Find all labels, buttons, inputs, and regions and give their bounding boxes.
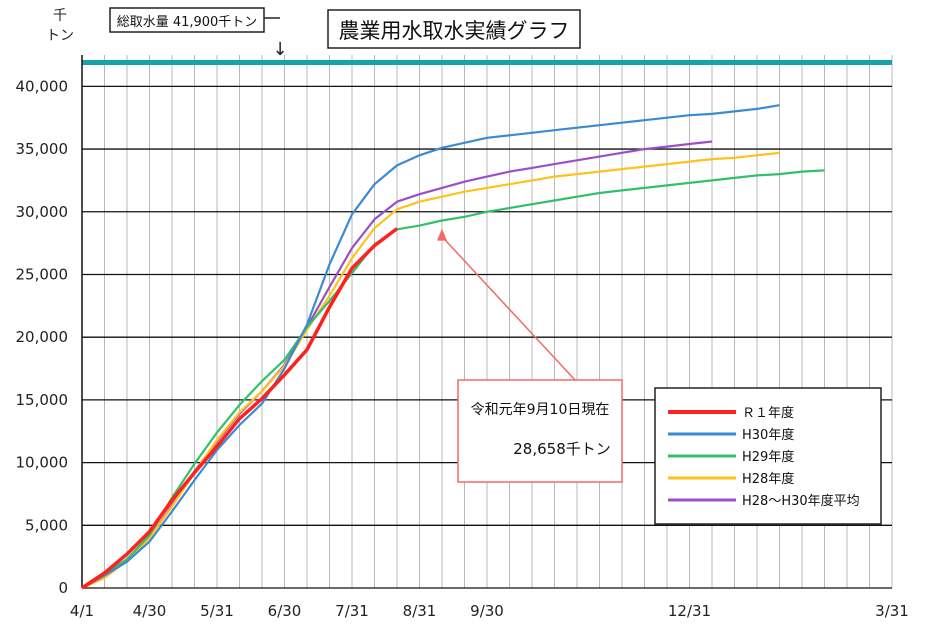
y-tick-label: 20,000 (16, 328, 69, 346)
series-lines (81, 104, 825, 590)
x-tick-label: 8/31 (403, 602, 437, 620)
annotation-arrowhead (437, 228, 447, 241)
total-arrow: ↓ (272, 39, 287, 60)
total-box (109, 7, 265, 33)
chart-title: 農業用水取水実績グラフ (339, 19, 570, 43)
y-tick-label: 0 (58, 579, 68, 597)
y-axis: 0 5,000 10,000 15,000 20,000 25,000 30,000 35,0… (16, 55, 83, 597)
x-tick-label: 7/31 (335, 602, 369, 620)
series-line-0 (81, 227, 399, 590)
annotation-arrow (441, 236, 576, 381)
x-tick-label: 4/30 (133, 602, 167, 620)
title-box (327, 9, 581, 49)
annotation-box (457, 379, 623, 483)
x-tick-label: 9/30 (470, 602, 504, 620)
x-axis: 4/1 4/30 5/31 6/30 7/31 8/31 9/30 12/31 3/31 (70, 602, 909, 620)
y-tick-label: 10,000 (16, 454, 69, 472)
annotation: 令和元年9月10日現在 28,658千トン (437, 228, 623, 483)
x-tick-label: 3/31 (875, 602, 909, 620)
legend: Ｒ１年度 H30年度 H29年度 H28年度 H28～H30年度平均 (654, 387, 882, 525)
unit-label-thousand: 千 (53, 8, 67, 24)
x-tick-label: 6/30 (268, 602, 302, 620)
y-tick-label: 5,000 (25, 516, 68, 534)
legend-label: Ｒ１年度 (742, 405, 794, 421)
legend-label: H28～H30年度平均 (742, 493, 860, 509)
x-tick-label: 5/31 (200, 602, 234, 620)
y-tick-label: 25,000 (16, 265, 69, 283)
legend-label: H28年度 (742, 471, 794, 487)
unit-label-ton: トン (46, 28, 74, 44)
y-tick-label: 30,000 (16, 203, 69, 221)
series-line-1 (81, 104, 780, 589)
annotation-value: 28,658千トン (513, 440, 611, 458)
series-line-2 (81, 169, 825, 589)
total-box-label: 総取水量 41,900千トン (117, 15, 258, 30)
x-tick-label: 12/31 (668, 602, 711, 620)
y-tick-label: 40,000 (16, 77, 69, 95)
y-tick-label: 35,000 (16, 140, 69, 158)
x-tick-label: 4/1 (70, 602, 94, 620)
legend-label: H29年度 (742, 449, 794, 465)
annotation-date: 令和元年9月10日現在 (471, 402, 610, 418)
y-tick-label: 15,000 (16, 391, 69, 409)
legend-label: H30年度 (742, 427, 794, 443)
